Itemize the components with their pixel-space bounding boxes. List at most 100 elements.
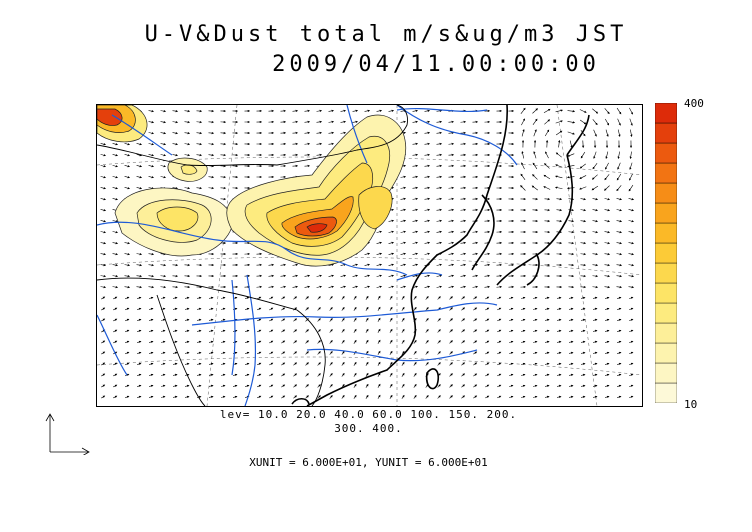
colorbar-swatch <box>655 162 677 184</box>
wind-arrow <box>485 329 490 333</box>
wind-arrow <box>148 340 154 344</box>
wind-arrow <box>208 153 215 157</box>
wind-arrow <box>112 154 119 157</box>
wind-arrow <box>292 285 299 289</box>
wind-arrow <box>485 362 490 366</box>
wind-arrow <box>509 296 514 300</box>
wind-arrow <box>101 395 106 399</box>
wind-arrow <box>316 142 323 146</box>
wind-arrow <box>592 362 598 366</box>
wind-arrow <box>449 318 453 322</box>
wind-arrow <box>497 373 502 377</box>
wind-arrow <box>592 219 599 223</box>
wind-arrow <box>245 296 250 300</box>
wind-arrow <box>112 230 119 234</box>
wind-arrow <box>160 263 167 267</box>
wind-arrow <box>148 131 155 135</box>
wind-arrow <box>172 329 178 333</box>
wind-arrow <box>436 109 443 113</box>
wind-arrow <box>448 263 455 267</box>
wind-arrow <box>160 296 166 300</box>
wind-arrow <box>401 350 405 355</box>
wind-arrow <box>436 164 443 168</box>
wind-arrow <box>377 295 381 300</box>
wind-arrow <box>148 395 154 399</box>
wind-arrow <box>400 120 407 124</box>
wind-arrow <box>605 151 609 159</box>
wind-arrow <box>172 373 178 377</box>
wind-arrow <box>485 373 490 377</box>
wind-arrow <box>100 285 107 289</box>
wind-arrow <box>112 142 119 146</box>
wind-arrow <box>460 252 467 256</box>
wind-arrow <box>292 263 299 267</box>
wind-arrow <box>616 285 623 289</box>
wind-arrow <box>532 395 538 399</box>
wind-arrow <box>376 109 383 113</box>
wind-arrow <box>629 151 632 160</box>
wind-arrow <box>220 362 226 366</box>
wind-arrow <box>401 328 405 333</box>
coastline-lines <box>97 105 590 406</box>
wind-arrow <box>629 351 634 355</box>
wind-arrow <box>520 173 526 181</box>
wind-arrow <box>137 340 142 344</box>
wind-arrow <box>617 351 622 355</box>
wind-arrow <box>556 340 562 344</box>
colorbar-swatch <box>655 382 677 403</box>
wind-arrow <box>112 176 119 179</box>
wind-arrow <box>412 131 419 135</box>
contour-levels-line1: lev= 10.0 20.0 40.0 60.0 100. 150. 200. <box>219 408 518 421</box>
wind-arrow <box>448 131 455 135</box>
wind-arrow <box>365 295 369 300</box>
wind-arrow <box>112 197 119 201</box>
wind-arrow <box>329 318 333 322</box>
wind-arrow <box>592 384 598 388</box>
wind-arrow <box>437 318 441 322</box>
wind-arrow <box>125 296 130 300</box>
wind-arrow <box>124 263 131 267</box>
wind-arrow <box>473 351 478 355</box>
wind-arrow <box>436 153 443 157</box>
wind-arrow <box>628 208 635 212</box>
wind-arrow <box>628 241 635 245</box>
wind-arrow <box>100 219 107 223</box>
wind-arrow <box>257 395 262 399</box>
wind-arrow <box>556 197 563 201</box>
wind-arrow <box>317 329 321 333</box>
wind-arrow <box>124 164 131 168</box>
wind-arrow <box>592 395 598 399</box>
wind-arrow <box>196 131 203 135</box>
wind-arrow <box>293 395 298 399</box>
wind-arrow <box>544 129 550 137</box>
wind-arrow <box>365 339 369 344</box>
wind-arrow <box>208 175 215 179</box>
wind-arrow <box>509 395 514 399</box>
wind-arrow <box>473 329 478 333</box>
wind-arrow <box>556 329 562 333</box>
wind-arrow <box>293 351 298 355</box>
wind-arrow <box>305 340 309 344</box>
wind-arrow <box>257 351 262 355</box>
wind-arrow <box>208 307 214 311</box>
wind-arrow <box>293 384 298 388</box>
wind-arrow <box>412 208 419 212</box>
wind-arrow <box>137 296 142 300</box>
wind-arrow <box>353 306 357 311</box>
wind-arrow <box>509 384 514 388</box>
wind-arrow <box>628 197 635 201</box>
wind-arrow <box>532 362 538 366</box>
map-title: U-V&Dust total m/s&ug/m3 JST <box>144 22 628 47</box>
wind-arrow <box>629 362 634 366</box>
colorbar-swatch <box>655 342 677 364</box>
wind-arrow <box>389 306 393 311</box>
wind-arrow <box>353 295 357 300</box>
wind-arrow <box>124 153 131 157</box>
wind-arrow <box>136 153 143 157</box>
wind-arrow <box>377 306 381 311</box>
wind-arrow <box>425 350 429 355</box>
wind-arrow <box>293 296 298 300</box>
wind-arrow <box>521 340 526 344</box>
wind-arrow <box>412 175 419 179</box>
wind-arrow <box>184 109 191 113</box>
